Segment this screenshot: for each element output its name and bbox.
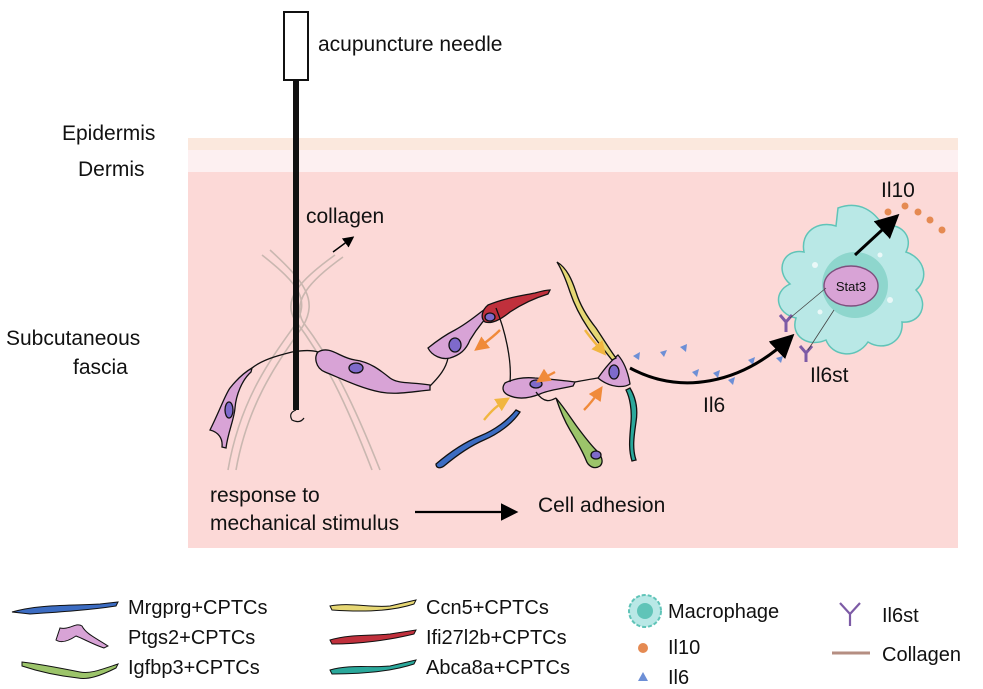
- legend-macrophage-icon: [628, 594, 662, 628]
- legend-collagen-label: Collagen: [882, 644, 961, 666]
- legend-il6st-icon: [839, 602, 861, 626]
- legend: Mrgprg+CPTCs Ptgs2+CPTCs Igfbp3+CPTCs Cc…: [11, 594, 961, 689]
- legend-igfbp3-label: Igfbp3+CPTCs: [128, 657, 260, 679]
- cell-network: [209, 261, 638, 469]
- legend-il10-label: Il10: [668, 637, 700, 659]
- legend-abca8a-label: Abca8a+CPTCs: [426, 657, 570, 679]
- legend-ptgs2-swatch: [55, 624, 109, 649]
- legend-macrophage-label: Macrophage: [668, 601, 779, 623]
- legend-mrgprg-label: Mrgprg+CPTCs: [128, 597, 267, 619]
- il10-label: Il10: [881, 179, 915, 202]
- legend-il6st-label: Il6st: [882, 605, 919, 627]
- dermis-label: Dermis: [78, 158, 145, 181]
- cell-adhesion-label: Cell adhesion: [538, 494, 665, 517]
- dermis-layer: [188, 150, 958, 172]
- legend-ccn5-swatch: [329, 599, 417, 612]
- legend-mrgprg-swatch: [11, 601, 119, 615]
- legend-igfbp3-swatch: [21, 661, 119, 679]
- legend-ifi27l2b-label: Ifi27l2b+CPTCs: [426, 627, 567, 649]
- il10-arrow: [853, 213, 900, 257]
- cell-motion-arrows: [474, 329, 607, 421]
- il6st-receptors: [778, 314, 814, 362]
- needle-label: acupuncture needle: [318, 33, 502, 56]
- legend-il6-label: Il6: [668, 667, 689, 689]
- il10-molecules: [884, 202, 946, 234]
- legend-ccn5-label: Ccn5+CPTCs: [426, 597, 549, 619]
- legend-ptgs2-label: Ptgs2+CPTCs: [128, 627, 255, 649]
- epidermis-label: Epidermis: [62, 122, 155, 145]
- fascia-label: fascia: [73, 356, 128, 379]
- acupuncture-needle: [283, 11, 309, 423]
- legend-il6-triangle-icon: [638, 672, 648, 681]
- legend-il10-dot-icon: [638, 643, 648, 653]
- collagen-label: collagen: [306, 205, 384, 228]
- macrophage-cell: [777, 204, 925, 355]
- legend-abca8a-swatch: [329, 659, 417, 675]
- il6-label: Il6: [703, 394, 725, 417]
- collagen-arrow: [332, 236, 355, 253]
- subcutaneous-label: Subcutaneous: [6, 327, 140, 350]
- il6-signal-arrow: [629, 333, 795, 385]
- stat3-label: Stat3: [836, 279, 866, 294]
- legend-ifi27l2b-swatch: [329, 629, 417, 645]
- il6st-label: Il6st: [810, 364, 849, 387]
- response-label-line1: response to: [210, 484, 320, 507]
- response-label-line2: mechanical stimulus: [210, 512, 399, 535]
- epidermis-layer: [188, 138, 958, 150]
- signaling-lines: [789, 287, 835, 351]
